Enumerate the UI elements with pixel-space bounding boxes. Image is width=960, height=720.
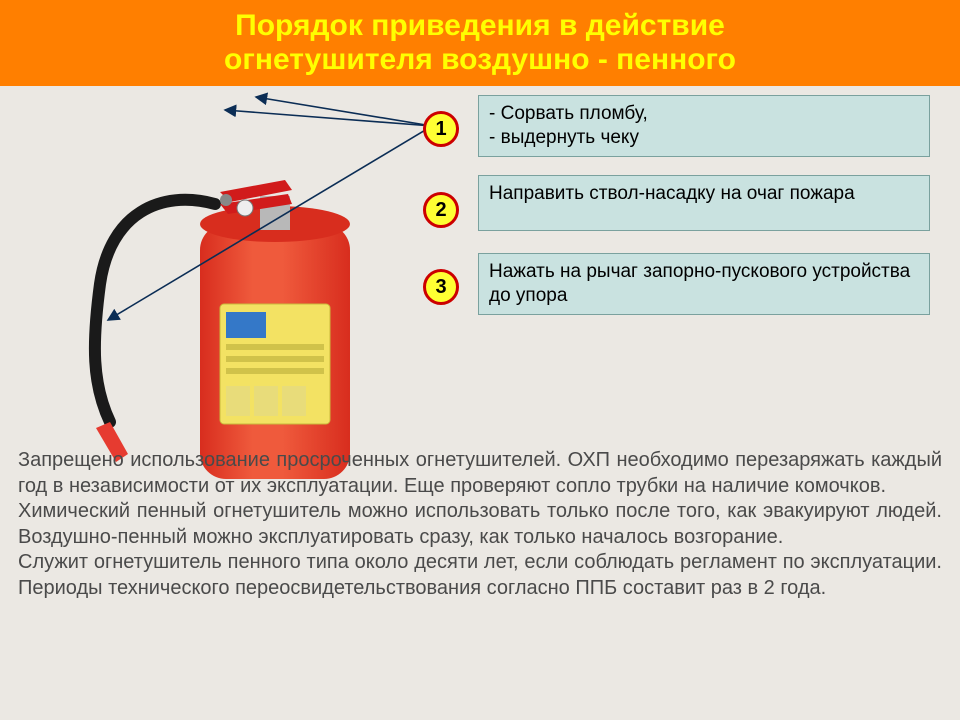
body-text: Запрещено использование просроченных огн…	[18, 448, 942, 602]
step-box-2: Направить ствол-насадку на очаг пожара	[478, 175, 930, 231]
step-text-line: Направить ствол-насадку на очаг пожара	[489, 182, 919, 206]
step-badge-3: 3	[423, 269, 459, 305]
step-badge-number: 3	[435, 276, 446, 299]
step-badge-1: 1	[423, 111, 459, 147]
title-line-1: Порядок приведения в действие	[235, 9, 725, 44]
body-paragraph: Химический пенный огнетушитель можно исп…	[18, 499, 942, 550]
step-badge-number: 2	[435, 199, 446, 222]
body-paragraph: Служит огнетушитель пенного типа около д…	[18, 550, 942, 601]
step-text-line: Нажать на рычаг запорно-пускового устрой…	[489, 260, 919, 308]
slide: Порядок приведения в действие огнетушите…	[0, 0, 960, 720]
title-line-2: огнетушителя воздушно - пенного	[224, 43, 736, 78]
body-paragraph: Запрещено использование просроченных огн…	[18, 448, 942, 499]
extinguisher-illustration	[70, 174, 370, 494]
step-text-line: - Сорвать пломбу,	[489, 102, 919, 126]
step-box-1: - Сорвать пломбу,- выдернуть чеку	[478, 95, 930, 157]
step-badge-number: 1	[435, 118, 446, 141]
step-box-3: Нажать на рычаг запорно-пускового устрой…	[478, 253, 930, 315]
step-text-line: - выдернуть чеку	[489, 126, 919, 150]
step-badge-2: 2	[423, 192, 459, 228]
title-band: Порядок приведения в действие огнетушите…	[0, 0, 960, 86]
